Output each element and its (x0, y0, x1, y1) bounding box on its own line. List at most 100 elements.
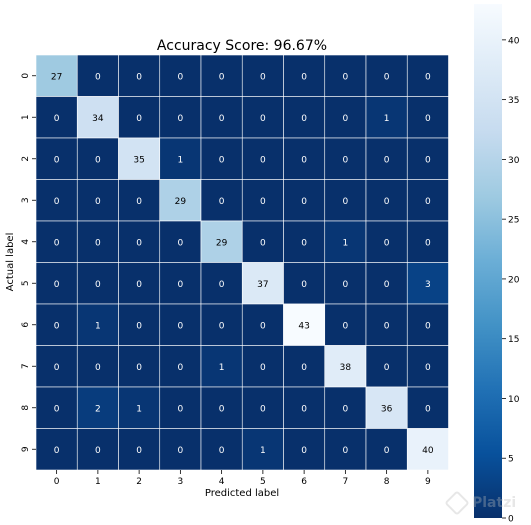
cell-value-label: 0 (343, 114, 349, 124)
watermark-text: Platzi (472, 495, 517, 511)
cell-value-label: 0 (54, 404, 60, 414)
cell-value-label: 40 (422, 446, 434, 456)
y-tick-label: 1 (21, 114, 31, 120)
heatmap-cell (283, 303, 326, 346)
cell-value-label: 34 (92, 114, 104, 124)
heatmap-cell (241, 428, 284, 471)
cell-value-label: 0 (301, 155, 307, 165)
x-tick-label: 8 (384, 477, 390, 487)
heatmap-cell (200, 262, 243, 305)
cell-value-label: 0 (178, 280, 184, 290)
cell-value-label: 0 (219, 114, 225, 124)
cell-value-label: 0 (343, 72, 349, 82)
colorbar (474, 4, 502, 518)
cell-value-label: 0 (260, 114, 266, 124)
heatmap-cell (324, 345, 367, 388)
cell-value-label: 0 (301, 238, 307, 248)
x-tick-label: 0 (54, 477, 60, 487)
cell-value-label: 1 (95, 321, 101, 331)
x-axis-label: Predicted label (205, 488, 279, 499)
heatmap-cell (406, 220, 449, 263)
cell-value-label: 0 (219, 321, 225, 331)
cell-value-label: 0 (425, 363, 431, 373)
heatmap-cell (241, 96, 284, 139)
cell-value-label: 0 (95, 155, 101, 165)
cell-value-label: 1 (260, 446, 266, 456)
cell-value-label: 0 (95, 197, 101, 207)
cell-value-label: 3 (425, 280, 431, 290)
cell-value-label: 0 (95, 238, 101, 248)
heatmap-cell (365, 137, 408, 180)
colorbar-tick-label: 35 (508, 96, 519, 106)
heatmap-cell (324, 428, 367, 471)
x-tick-label: 4 (219, 477, 225, 487)
cell-value-label: 0 (178, 321, 184, 331)
x-tick-label: 2 (136, 477, 142, 487)
heatmap-cell (241, 179, 284, 222)
cell-value-label: 0 (343, 155, 349, 165)
cell-value-label: 0 (54, 197, 60, 207)
cell-value-label: 0 (343, 404, 349, 414)
heatmap-cell (159, 262, 202, 305)
heatmap-cell (35, 137, 78, 180)
cell-value-label: 0 (384, 155, 390, 165)
chart-title: Accuracy Score: 96.67% (157, 38, 327, 54)
cell-value-label: 0 (54, 446, 60, 456)
cell-value-label: 0 (260, 238, 266, 248)
y-tick-label: 2 (21, 156, 31, 162)
cell-value-label: 0 (301, 446, 307, 456)
cell-value-label: 0 (425, 155, 431, 165)
heatmap-cell (406, 179, 449, 222)
heatmap-cell (283, 220, 326, 263)
cell-value-label: 0 (260, 197, 266, 207)
heatmap-cell (118, 220, 161, 263)
cell-value-label: 0 (95, 72, 101, 82)
cell-value-label: 36 (381, 404, 393, 414)
colorbar-tick-label: 5 (508, 455, 514, 465)
cell-value-label: 0 (54, 280, 60, 290)
heatmap-cell (159, 96, 202, 139)
heatmap-cell (324, 220, 367, 263)
heatmap-cell (365, 386, 408, 429)
x-tick-label: 5 (260, 477, 266, 487)
y-axis-label: Actual label (5, 233, 16, 292)
cell-value-label: 0 (384, 280, 390, 290)
y-tick-label: 0 (21, 73, 31, 79)
cell-value-label: 0 (260, 404, 266, 414)
cell-value-label: 0 (384, 321, 390, 331)
x-tick-label: 1 (95, 477, 101, 487)
cell-value-label: 0 (260, 72, 266, 82)
heatmap-cell (159, 54, 202, 97)
heatmap-cell (365, 179, 408, 222)
cell-value-label: 0 (178, 446, 184, 456)
cell-value-label: 0 (260, 155, 266, 165)
heatmap-cell (35, 303, 78, 346)
heatmap-cell (283, 96, 326, 139)
heatmap-cell (118, 54, 161, 97)
heatmap-cell (241, 303, 284, 346)
heatmap-cell (35, 54, 78, 97)
cell-value-label: 43 (298, 321, 309, 331)
cell-value-label: 0 (301, 280, 307, 290)
cell-value-label: 0 (219, 446, 225, 456)
heatmap-cell (406, 137, 449, 180)
platzi-watermark: Platzi (444, 488, 528, 518)
heatmap-cell (35, 179, 78, 222)
cell-value-label: 0 (384, 238, 390, 248)
cell-value-label: 0 (178, 363, 184, 373)
cell-value-label: 0 (95, 446, 101, 456)
heatmap-cell (283, 345, 326, 388)
cell-value-label: 0 (54, 155, 60, 165)
cell-value-label: 0 (384, 446, 390, 456)
heatmap-cell (406, 345, 449, 388)
heatmap-cell (76, 220, 119, 263)
heatmap-cell (365, 96, 408, 139)
colorbar-tick-label: 15 (508, 335, 519, 345)
heatmap-cell (241, 220, 284, 263)
heatmap-cell (324, 54, 367, 97)
cell-value-label: 0 (178, 238, 184, 248)
cell-value-label: 0 (343, 197, 349, 207)
cell-value-label: 0 (301, 363, 307, 373)
cell-value-label: 0 (425, 197, 431, 207)
cell-value-label: 1 (384, 114, 390, 124)
